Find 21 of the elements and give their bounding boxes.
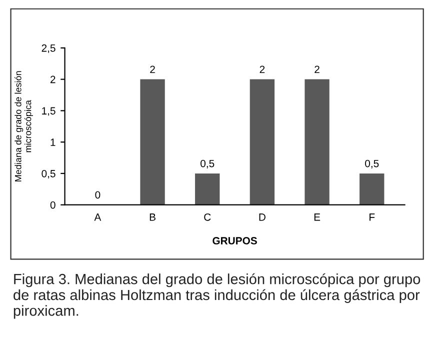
data-label: 2 [314,66,320,73]
data-label: 0,5 [200,160,214,168]
y-axis-title: Mediana de grado de lesión microscópica [14,71,33,182]
data-label: 2 [260,66,265,73]
x-tick-label: F [370,214,375,221]
y-tick-label: 0,5 [42,170,56,179]
y-tick-label: 1 [50,138,56,146]
x-axis-title: GRUPOS [212,237,257,244]
y-tick-label: 0 [50,201,56,209]
text: Figura 3. Medianas del grado de lesión microscópica por grupo de ratas albinas Holtzman tras inducción de úlcera gástrica por piroxicam. [14,273,420,319]
data-label: 0 [95,191,100,199]
x-tick-label: A [94,214,102,221]
data-label: 2 [150,66,155,73]
data-label: 0,5 [365,160,379,168]
x-tick-label: B [150,214,156,221]
x-tick-label: E [314,214,320,221]
x-tick-label: C [204,213,211,221]
y-tick-label: 2 [50,76,56,84]
x-tick-label: D [259,214,266,221]
y-tick-label: 2,5 [42,44,56,54]
y-tick-label: 1,5 [42,107,56,116]
